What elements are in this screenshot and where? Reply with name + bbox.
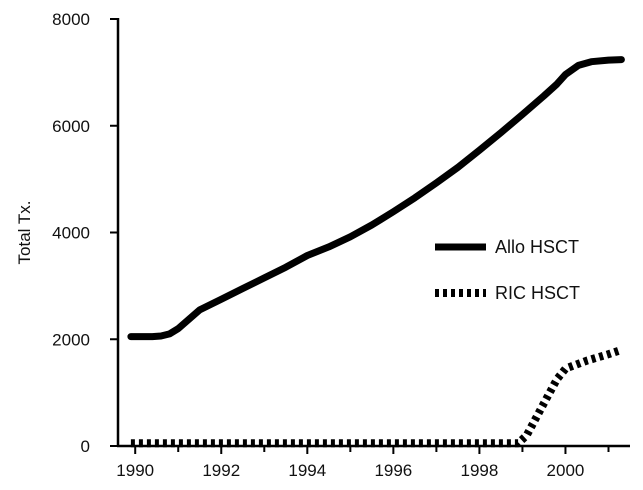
plot-area: 0 2000 4000 6000 8000 1990 1992 1994 1996 1998 20… — [52, 10, 630, 480]
legend: Allo HSCT RIC HSCT — [435, 237, 580, 303]
series-allo-hsct-line — [127, 56, 625, 341]
y-axis-title: Total Tx. — [15, 201, 34, 265]
y-axis-ticks: 0 2000 4000 6000 8000 — [52, 10, 118, 456]
y-tick-label: 0 — [81, 437, 90, 456]
x-axis-ticks: 1990 1992 1994 1996 1998 2000 — [116, 446, 610, 480]
series-ric-hsct-line — [130, 346, 623, 448]
x-tick-label: 1994 — [288, 461, 326, 480]
x-tick-label: 1998 — [460, 461, 498, 480]
x-tick-label: 2000 — [547, 461, 585, 480]
y-tick-label: 6000 — [52, 117, 90, 136]
series-layer — [127, 56, 625, 448]
x-tick-label: 1990 — [116, 461, 154, 480]
y-tick-label: 2000 — [52, 330, 90, 349]
y-tick-label: 4000 — [52, 224, 90, 243]
x-tick-label: 1996 — [374, 461, 412, 480]
legend-label: Allo HSCT — [495, 237, 579, 257]
y-tick-label: 8000 — [52, 10, 90, 29]
legend-label: RIC HSCT — [495, 283, 580, 303]
x-tick-label: 1992 — [202, 461, 240, 480]
